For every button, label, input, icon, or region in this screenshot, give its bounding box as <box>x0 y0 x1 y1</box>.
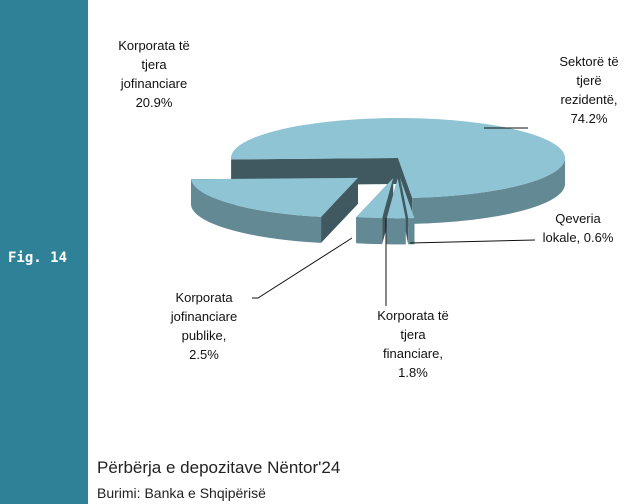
label-value: 20.9% <box>135 95 173 110</box>
slice-label: Sektorë të tjerë rezidentë, 74.2% <box>550 52 628 128</box>
slice-shade <box>408 218 415 245</box>
figure-label: Fig. 14 <box>8 250 68 266</box>
label-value: 0.6% <box>583 230 614 245</box>
leader-line <box>252 237 353 299</box>
slice-label: Qeveria lokale, 0.6% <box>535 209 621 247</box>
label-name: Sektorë të tjerë rezidentë, <box>559 54 619 107</box>
label-name: Korporata të tjera jofinanciare <box>118 38 190 91</box>
slice <box>386 178 406 219</box>
slice-shade <box>191 179 322 243</box>
slice-side <box>408 218 415 245</box>
slice-label: Korporata jofinanciare publike, 2.5% <box>160 288 248 364</box>
slice-side <box>412 158 565 224</box>
pie <box>191 118 565 245</box>
leader-lines <box>252 127 536 306</box>
sidebar <box>0 0 88 504</box>
slice-label: Korporata të tjera jofinanciare 20.9% <box>110 36 198 112</box>
slice <box>191 177 358 217</box>
chart-title: Përbërja e depozitave Nëntor'24 <box>97 458 341 477</box>
label-name: Qeveria lokale, <box>542 211 601 245</box>
source: Burimi: Banka e Shqipërisë <box>97 485 266 501</box>
slice-shade <box>386 218 406 245</box>
leader-line <box>409 239 536 244</box>
slice-shade <box>412 158 565 224</box>
label-name: Korporata të tjera financiare, <box>377 308 449 361</box>
slice <box>230 118 565 198</box>
label-value: 74.2% <box>570 111 608 126</box>
slice-shade <box>356 217 383 245</box>
slice-side <box>191 179 322 243</box>
slice-side <box>386 218 406 245</box>
slice <box>356 178 394 219</box>
slice-label: Korporata të tjera financiare, 1.8% <box>372 306 454 382</box>
slice <box>400 178 415 219</box>
label-value: 1.8% <box>398 365 428 380</box>
label-value: 2.5% <box>189 347 219 362</box>
label-name: Korporata jofinanciare publike, <box>170 290 238 343</box>
slice-side <box>356 217 383 245</box>
